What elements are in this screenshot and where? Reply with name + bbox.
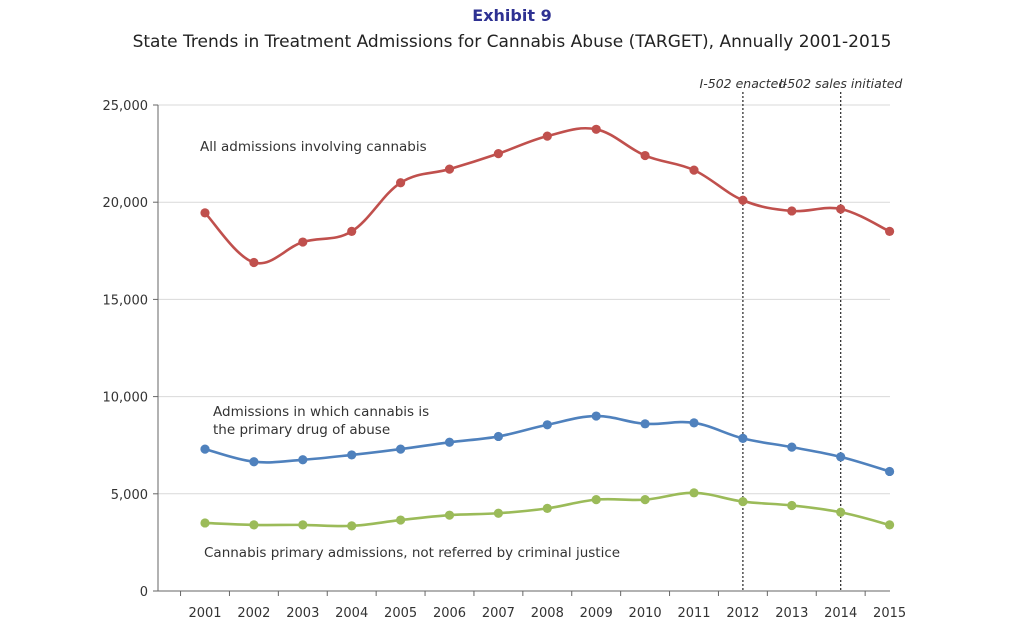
data-point-primary [836,452,846,462]
data-point-primary [200,444,210,454]
y-tick-label: 5,000 [111,488,148,503]
x-tick-label: 2003 [286,606,319,621]
data-point-all [249,257,259,268]
data-point-not_cj [836,507,846,517]
data-point-primary [787,442,797,452]
data-point-primary [542,420,552,430]
vertical-marker-label: I-502 enacted [700,76,787,91]
data-point-all [836,204,846,214]
data-point-not_cj [738,496,748,507]
data-point-all [640,150,650,161]
x-tick-label: 2015 [873,606,906,621]
data-point-all [493,149,503,159]
data-point-all [591,124,601,134]
data-point-primary [249,457,259,467]
x-tick-label: 2013 [775,606,808,621]
data-point-primary [640,419,650,429]
data-point-primary [347,450,357,460]
grid-lines [158,104,890,495]
x-tick-label: 2006 [433,606,466,621]
data-point-all [542,131,552,141]
data-point-not_cj [347,521,357,531]
x-tick-label: 2009 [580,606,613,621]
series-group [200,124,895,531]
data-point-not_cj [493,508,503,518]
data-point-not_cj [787,500,797,511]
exhibit-label: Exhibit 9 [472,6,552,25]
data-point-not_cj [249,520,259,530]
series-all [200,124,895,268]
data-point-not_cj [885,520,895,530]
data-point-not_cj [396,515,406,525]
series-annotation-primary: the primary drug of abuse [213,422,390,438]
chart-title: State Trends in Treatment Admissions for… [132,32,892,52]
data-point-primary [493,431,503,442]
y-tick-label: 10,000 [103,391,149,406]
axes: 0 5,000 10,000 15,000 20,000 25,000 2001 2002 20… [103,99,907,621]
x-tick-label: 2002 [237,606,270,621]
data-point-not_cj [542,503,552,513]
series-annotations: All admissions involving cannabis Admissi… [200,139,620,561]
series-annotation-not_cj: Cannabis primary admissions, not referre… [204,545,620,561]
data-point-not_cj [689,488,699,498]
x-tick-label: 2012 [726,606,759,621]
y-tick-label: 0 [140,585,148,600]
vertical-marker-label: I-502 sales initiated [779,76,902,91]
data-point-primary [885,466,895,477]
data-point-primary [298,455,308,465]
data-point-primary [444,437,455,447]
data-point-all [787,206,797,216]
x-tick-label: 2005 [384,606,417,621]
data-point-all [298,237,308,247]
data-point-not_cj [591,495,601,505]
x-tick-label: 2010 [629,606,662,621]
data-point-all [200,208,210,218]
x-tick-label: 2008 [531,606,564,621]
x-tick-label: 2004 [335,606,368,621]
series-primary [200,411,895,477]
data-point-not_cj [444,510,455,520]
data-point-primary [591,411,601,421]
data-point-not_cj [640,495,650,505]
data-point-primary [738,433,748,443]
series-annotation-all: All admissions involving cannabis [200,139,427,155]
x-tick-label: 2014 [824,606,857,621]
data-point-not_cj [298,520,308,530]
series-not_cj [200,488,895,531]
y-tick-label: 15,000 [103,293,149,308]
data-point-all [444,164,455,174]
data-point-all [396,178,406,188]
y-tick-label: 25,000 [103,99,149,114]
data-point-primary [396,444,406,454]
x-tick-label: 2011 [677,606,710,621]
data-point-not_cj [200,518,210,528]
x-tick-label: 2007 [482,606,515,621]
data-point-all [689,165,699,175]
data-point-all [738,195,748,205]
series-annotation-primary: Admissions in which cannabis is [213,404,429,420]
data-point-all [347,226,357,236]
data-point-all [885,226,895,236]
y-tick-label: 20,000 [103,196,149,211]
x-tick-label: 2001 [188,606,221,621]
data-point-primary [689,418,699,428]
